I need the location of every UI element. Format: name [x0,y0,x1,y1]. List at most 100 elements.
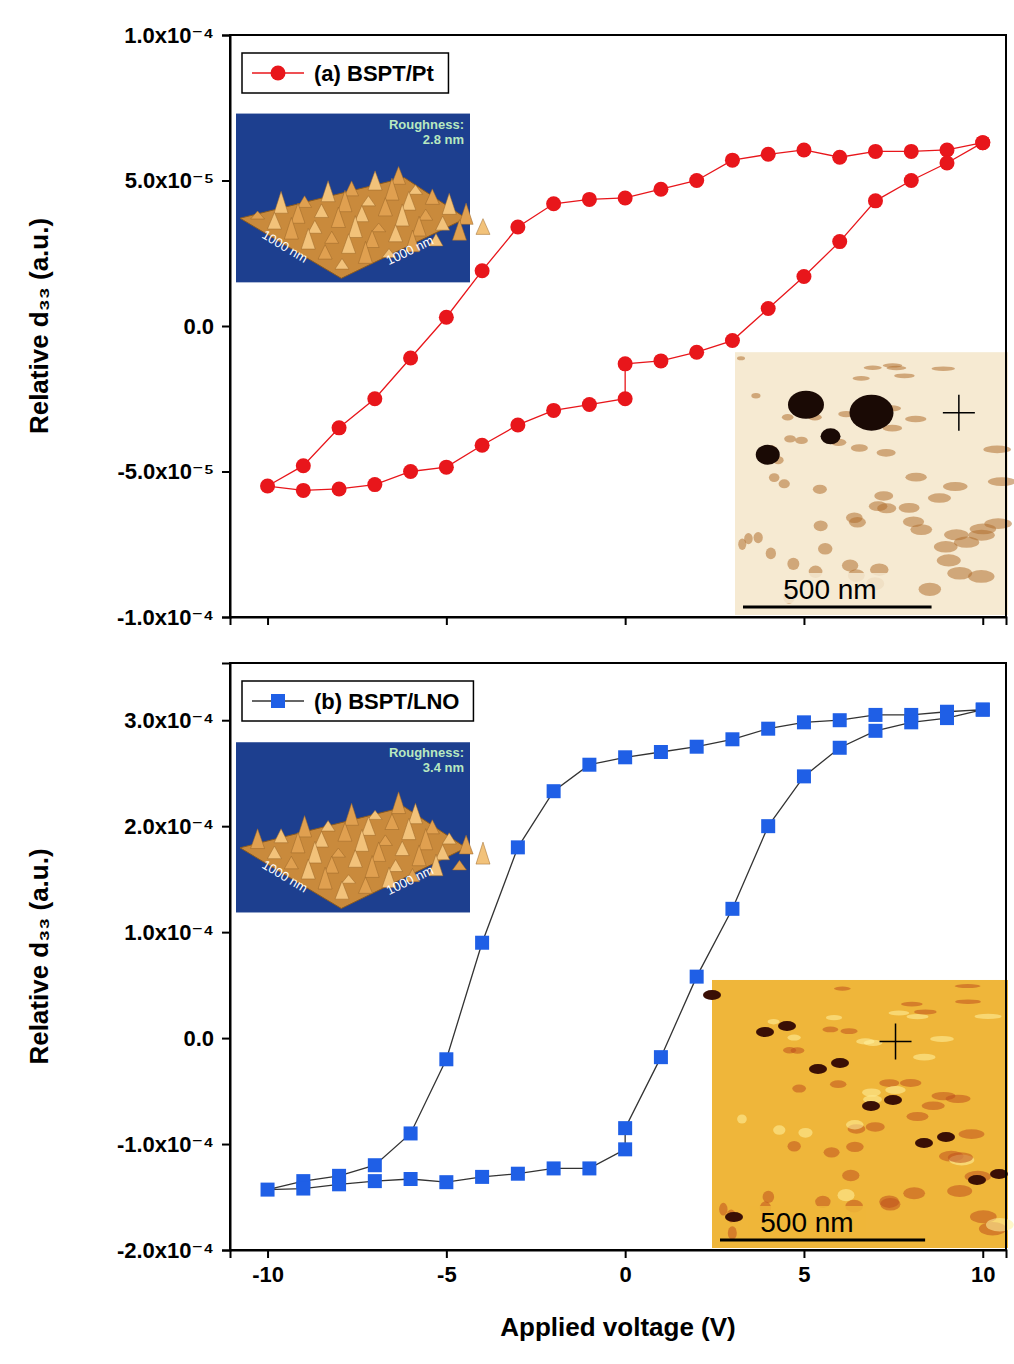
y-tick-mark [222,1144,230,1146]
data-point [939,142,954,157]
y-tick: 2.0x10⁻⁴ [124,814,230,839]
x-tick: 10 [971,1250,995,1287]
data-point [904,715,918,729]
inset-domain [903,1187,925,1199]
inset-domain [846,1142,864,1152]
inset-peak [338,823,352,842]
inset-domain [877,449,896,457]
data-point [975,135,990,150]
inset-domain [849,517,866,528]
legend-symbol [271,694,285,708]
y-tick-mark [222,180,230,182]
x-tick-mark [803,617,805,625]
inset-domain [879,1079,899,1087]
inset-peak [419,829,433,850]
inset-peak [476,842,490,864]
plot-marks [261,703,990,1197]
inset-label: Roughness: [389,745,464,760]
scale-bar [720,1239,925,1242]
inset-domain [766,547,776,559]
scale-bar-label: 500 nm [760,1207,853,1238]
inset-peak [412,216,426,236]
x-tick-mark [446,617,448,625]
data-point [510,220,525,235]
data-point [761,819,775,833]
y-axis-line [222,36,231,618]
inset-domain [948,1152,973,1163]
inset-domain [906,1112,928,1121]
data-point [582,192,597,207]
x-tick-mark [446,1250,448,1258]
y-tick-mark [222,471,230,473]
x-tick [983,617,984,625]
inset-peak [318,867,332,889]
inset-domain [725,1212,743,1222]
y-tick: 5.0x10⁻⁵ [125,168,230,193]
inset-domain [784,435,796,442]
inset-peak [425,189,439,204]
data-point [368,1158,382,1172]
x-tick-label: -5 [437,1262,457,1287]
inset-peak [355,205,369,221]
inset-domain [862,1088,881,1096]
data-point [975,135,990,150]
inset-background [236,114,470,283]
data-point [725,902,739,916]
data-point [546,403,561,418]
plot-frame [230,663,1006,1250]
y-tick: -5.0x10⁻⁵ [117,459,230,484]
inset-domain [943,482,967,491]
x-tick [625,617,626,625]
inset-domain [894,373,915,378]
data-point [332,420,347,435]
inset-domain [880,1198,900,1211]
data-point [439,1052,453,1066]
legend-label: (a) BSPT/Pt [314,61,434,86]
inset-peak [267,212,281,229]
y-tick: 0.0 [183,314,230,339]
inset-peak [372,223,386,232]
inset-peak [402,191,416,210]
inset-peak [372,842,386,861]
inset-domain [824,1147,840,1157]
data-point [654,1050,668,1064]
inset-peak [335,881,349,899]
x-tick: 5 [798,1250,810,1287]
inset-peak [298,196,312,208]
x-axis-line [231,1251,1007,1259]
data-point [761,301,776,316]
legend: (b) BSPT/LNO [242,681,473,721]
inset-domain [840,1028,857,1034]
inset-peak [291,203,305,223]
inset-domain [782,414,794,420]
y-tick-mark [222,932,230,934]
y-tick-mark [222,826,230,828]
data-point [261,1183,275,1197]
inset-peak [348,850,362,867]
data-point [510,417,525,432]
inset-label: 1000 nm [384,862,436,898]
inset-peak [274,829,288,843]
data-point [296,458,311,473]
data-point [904,144,919,159]
inset-domain [846,1120,864,1129]
inset-label: 2.8 nm [423,132,464,147]
inset-peak [338,190,352,211]
data-point [439,460,454,475]
inset-domain [795,437,808,444]
inset-peak [389,225,403,242]
inset-domain [826,1015,842,1020]
y-tick-label: -5.0x10⁻⁵ [117,459,214,484]
inset-domain [874,491,893,500]
inset-domain [932,1092,956,1100]
inset-peak [452,860,466,870]
inset-domain [737,1114,747,1123]
data-point [296,483,311,498]
x-tick-label: 0 [620,1262,632,1287]
inset-peak [361,817,375,836]
inset-domain [756,445,780,465]
data-point [796,269,811,284]
legend-label: (b) BSPT/LNO [314,689,459,714]
y-tick: 3.0x10⁻⁴ [124,708,230,733]
y-tick-label: 0.0 [183,1026,214,1051]
